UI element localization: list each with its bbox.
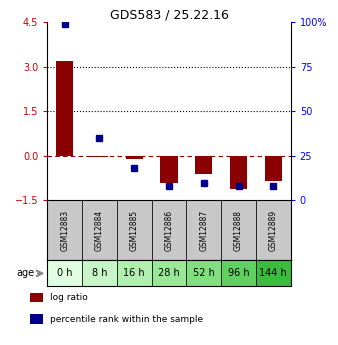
- Text: GSM12884: GSM12884: [95, 210, 104, 251]
- Text: log ratio: log ratio: [50, 293, 88, 302]
- Bar: [82, 260, 117, 286]
- Bar: [221, 260, 256, 286]
- Text: GSM12885: GSM12885: [130, 210, 139, 251]
- Bar: [117, 200, 152, 260]
- Text: GSM12886: GSM12886: [165, 210, 173, 251]
- Bar: [230, 156, 247, 188]
- Bar: [56, 61, 73, 156]
- Text: age: age: [16, 268, 34, 278]
- Bar: [47, 260, 82, 286]
- Bar: [152, 200, 186, 260]
- Text: GSM12883: GSM12883: [60, 210, 69, 251]
- Text: 0 h: 0 h: [57, 268, 72, 278]
- Text: GSM12888: GSM12888: [234, 210, 243, 251]
- Text: 8 h: 8 h: [92, 268, 107, 278]
- Text: 144 h: 144 h: [260, 268, 287, 278]
- Bar: [152, 260, 186, 286]
- Bar: [195, 156, 213, 174]
- Bar: [91, 156, 108, 157]
- Text: 52 h: 52 h: [193, 268, 215, 278]
- Text: GSM12889: GSM12889: [269, 210, 278, 251]
- Bar: [221, 200, 256, 260]
- Title: GDS583 / 25.22.16: GDS583 / 25.22.16: [110, 8, 228, 21]
- Bar: [256, 260, 291, 286]
- Text: GSM12887: GSM12887: [199, 210, 208, 251]
- Bar: [30, 314, 43, 324]
- Bar: [186, 200, 221, 260]
- Text: 16 h: 16 h: [123, 268, 145, 278]
- Bar: [265, 156, 282, 181]
- Bar: [47, 200, 82, 260]
- Text: 28 h: 28 h: [158, 268, 180, 278]
- Bar: [30, 293, 43, 303]
- Text: 96 h: 96 h: [228, 268, 249, 278]
- Bar: [186, 260, 221, 286]
- Bar: [117, 260, 152, 286]
- Text: percentile rank within the sample: percentile rank within the sample: [50, 315, 203, 324]
- Bar: [160, 156, 178, 183]
- Bar: [82, 200, 117, 260]
- Bar: [256, 200, 291, 260]
- Bar: [125, 156, 143, 159]
